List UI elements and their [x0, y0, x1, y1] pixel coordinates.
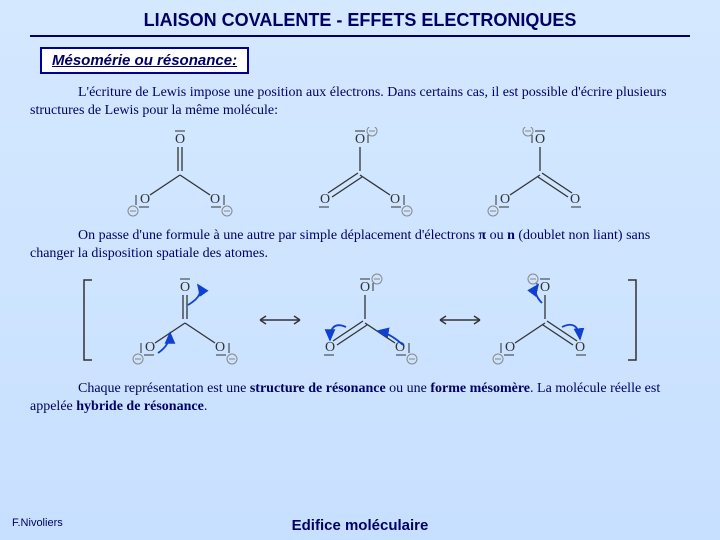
svg-text:O: O	[540, 280, 550, 295]
carbonate-structure-1: O O O	[125, 127, 235, 217]
p2-text-a: On passe d'une formule à une autre par s…	[78, 228, 478, 243]
diagram-row-1: O O O O O	[0, 127, 720, 217]
term-structure-resonance: structure de résonance	[250, 381, 386, 396]
paragraph-3: Chaque représentation est une structure …	[30, 380, 690, 415]
p2-text-b: ou	[486, 228, 507, 243]
carbonate-structure-2: O O O	[305, 127, 415, 217]
svg-text:O: O	[505, 340, 515, 355]
svg-text:O: O	[360, 280, 370, 295]
svg-text:O: O	[215, 340, 225, 355]
svg-text:O: O	[140, 192, 150, 207]
svg-text:O: O	[320, 192, 330, 207]
subtitle-box: Mésomérie ou résonance:	[40, 47, 249, 74]
svg-text:O: O	[325, 340, 335, 355]
svg-text:O: O	[355, 132, 365, 147]
svg-text:O: O	[570, 192, 580, 207]
svg-text:O: O	[500, 192, 510, 207]
footer-center: Edifice moléculaire	[0, 517, 720, 534]
p3-c: ou une	[386, 381, 431, 396]
title-rule	[30, 35, 690, 37]
svg-text:O: O	[390, 192, 400, 207]
term-forme-mesomere: forme mésomère	[430, 381, 530, 396]
svg-text:O: O	[145, 340, 155, 355]
footer: F.Nivoliers Edifice moléculaire	[0, 517, 720, 534]
svg-text:O: O	[175, 132, 185, 147]
carbonate-structure-3: O O O	[485, 127, 595, 217]
svg-text:O: O	[575, 340, 585, 355]
pi-symbol: π	[478, 228, 486, 243]
paragraph-1: L'écriture de Lewis impose une position …	[30, 84, 690, 119]
paragraph-2: On passe d'une formule à une autre par s…	[30, 227, 690, 262]
svg-text:O: O	[180, 280, 190, 295]
svg-text:O: O	[535, 132, 545, 147]
term-hybride-resonance: hybride de résonance	[76, 399, 204, 414]
p3-g: .	[204, 399, 208, 414]
n-symbol: n	[507, 228, 515, 243]
footer-author: F.Nivoliers	[12, 517, 63, 529]
page-title: LIAISON COVALENTE - EFFETS ELECTRONIQUES	[0, 0, 720, 35]
diagram-row-2: O O O O O O	[0, 270, 720, 370]
p3-a: Chaque représentation est une	[78, 381, 250, 396]
svg-text:O: O	[210, 192, 220, 207]
